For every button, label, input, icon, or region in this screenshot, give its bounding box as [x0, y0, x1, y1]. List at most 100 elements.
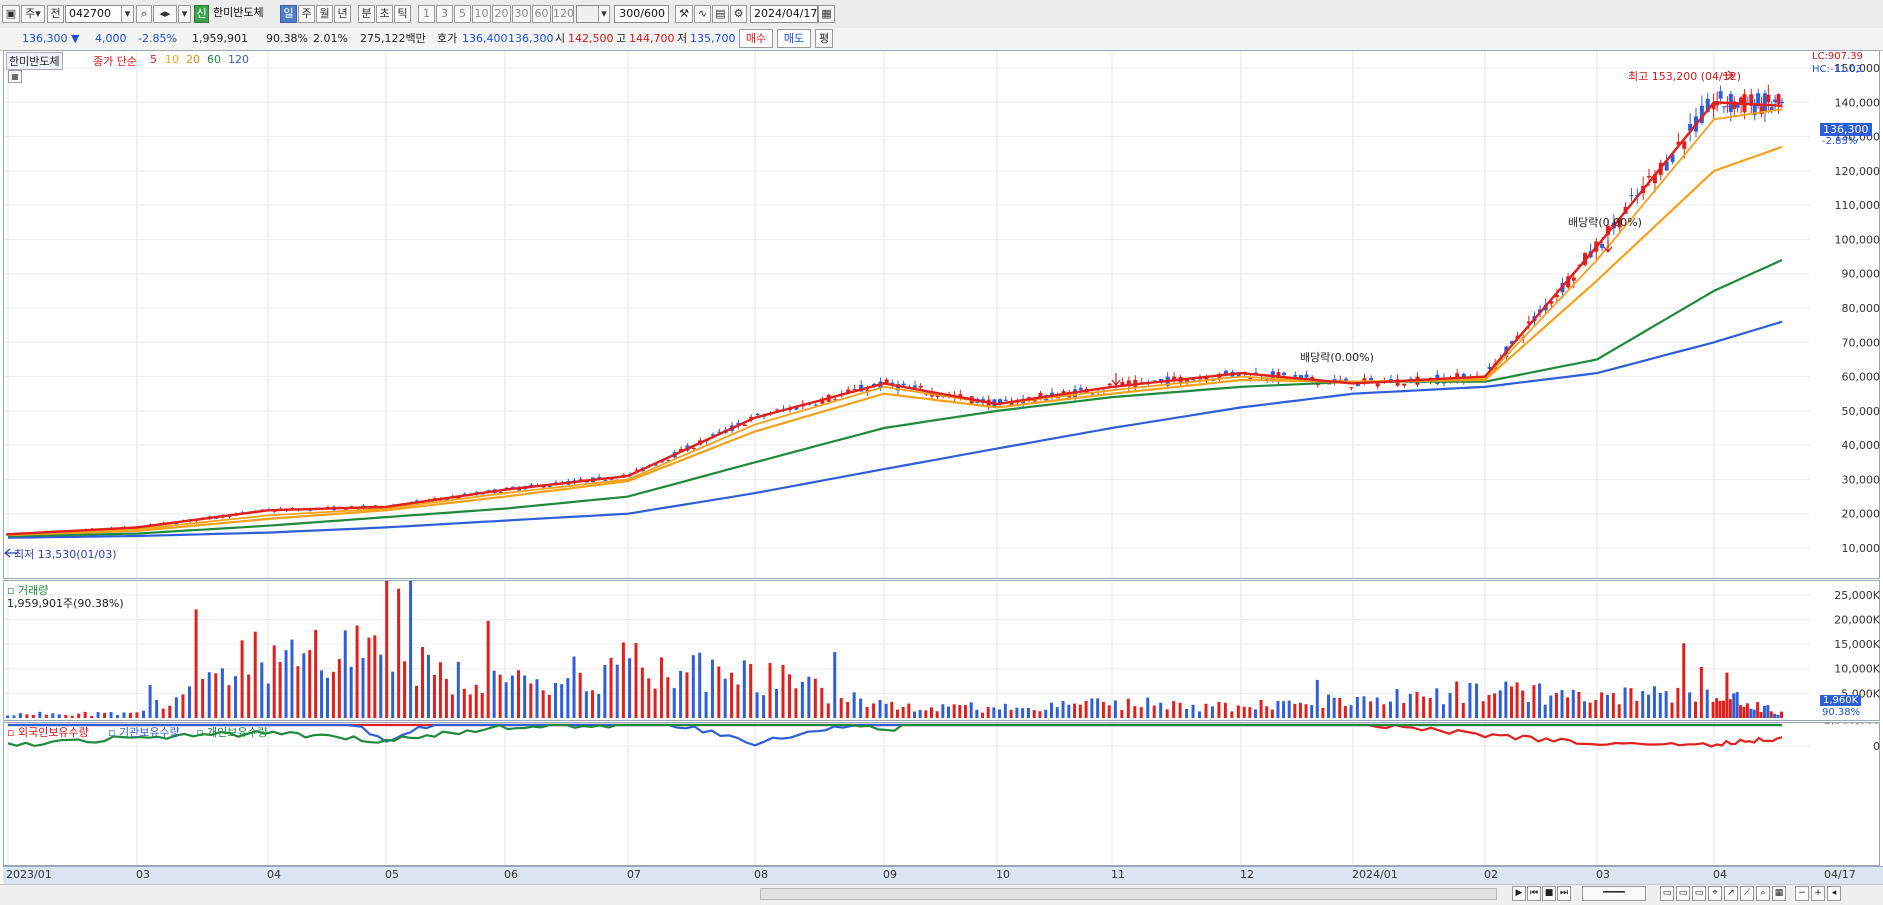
first-page-icon[interactable]: ⏮: [1527, 886, 1541, 901]
candle-body: [895, 384, 900, 391]
total-button[interactable]: 전: [47, 5, 64, 23]
scroll-right-icon[interactable]: ▶: [1512, 886, 1526, 901]
code-input[interactable]: 042700: [65, 5, 122, 23]
candle-body: [1776, 94, 1781, 104]
buy-button[interactable]: 매수: [739, 29, 773, 48]
stop-icon[interactable]: ■: [1542, 886, 1556, 901]
scroll-left-icon[interactable]: ◂: [1827, 886, 1841, 901]
horizontal-scrollbar[interactable]: [760, 888, 1497, 900]
interval-10[interactable]: 10: [472, 5, 491, 23]
panel-menu-icon[interactable]: ▦: [8, 70, 22, 83]
volume-bar: [1468, 682, 1472, 718]
chart-tool-icon[interactable]: ⚒: [675, 5, 693, 23]
high-annotation: 최고 153,200 (04/12): [1628, 70, 1742, 83]
minus-icon[interactable]: −: [1795, 886, 1809, 901]
candle-body: [1408, 378, 1413, 380]
market-select[interactable]: 주▾: [21, 5, 45, 23]
last-page-icon[interactable]: ⏭: [1557, 886, 1571, 901]
interval-1[interactable]: 1: [418, 5, 435, 23]
volume-bar: [839, 698, 843, 718]
volume-bar: [1718, 700, 1722, 718]
layout3-icon[interactable]: ▭: [1692, 886, 1706, 901]
volume-bar: [986, 706, 990, 718]
price-panel: [3, 50, 1880, 579]
period-minute[interactable]: 분: [358, 5, 375, 23]
volume-bar: [51, 713, 55, 718]
sell-button[interactable]: 매도: [777, 29, 811, 48]
volume-bar: [38, 711, 42, 718]
save-icon[interactable]: ▤: [712, 5, 729, 23]
volume-bar: [1705, 689, 1709, 718]
volume-bar: [901, 706, 905, 718]
interval-60[interactable]: 60: [532, 5, 551, 23]
line-tool-icon[interactable]: ∿: [694, 5, 711, 23]
grid-icon[interactable]: ▦: [1772, 886, 1786, 901]
candle-body: [498, 492, 503, 494]
prev-next-icon[interactable]: ◂▸: [153, 5, 177, 23]
period-tick[interactable]: 틱: [394, 5, 411, 23]
candle-body: [1652, 174, 1657, 184]
line-icon[interactable]: ⟋: [1740, 886, 1754, 901]
volume-bar: [188, 686, 192, 718]
price-tick-label: 110,000: [1835, 199, 1881, 212]
period-day[interactable]: 일: [280, 5, 297, 23]
interval-20[interactable]: 20: [492, 5, 511, 23]
volume-bar: [1749, 708, 1753, 718]
current-price: 136,300 ▼: [22, 32, 80, 45]
volume-bar: [1315, 679, 1319, 718]
crosshair-icon[interactable]: ⌖: [1708, 886, 1722, 901]
volume-bar: [302, 653, 306, 718]
volume-bar: [1526, 701, 1530, 718]
volume-bar: [1032, 710, 1036, 718]
candle-body: [1756, 93, 1761, 107]
interval-30[interactable]: 30: [512, 5, 531, 23]
count-input[interactable]: 300/600: [614, 5, 669, 23]
volume-bar: [1543, 704, 1547, 718]
magnify-icon[interactable]: ⌕: [1756, 886, 1770, 901]
interval-5[interactable]: 5: [454, 5, 471, 23]
date-input[interactable]: 2024/04/17: [750, 5, 818, 23]
code-dropdown-icon[interactable]: ▾: [121, 5, 134, 23]
calendar-icon[interactable]: ▦: [818, 5, 835, 23]
period-week[interactable]: 주: [298, 5, 315, 23]
period-second[interactable]: 초: [376, 5, 393, 23]
period-year[interactable]: 년: [334, 5, 351, 23]
volume-bar: [1670, 702, 1674, 718]
period-month[interactable]: 월: [316, 5, 333, 23]
interval-3[interactable]: 3: [436, 5, 453, 23]
candle-body: [1487, 366, 1492, 369]
layout2-icon[interactable]: ▭: [1676, 886, 1690, 901]
candle-body: [1773, 99, 1778, 102]
plus-icon[interactable]: +: [1811, 886, 1825, 901]
volume-bar: [1038, 711, 1042, 718]
price-panel-title: 한미반도체: [6, 52, 63, 70]
candle-body: [710, 434, 715, 436]
volume-bar: [1611, 693, 1615, 718]
holding-axis: 0-2,500,000-5,000,000-7,500,000: [1820, 723, 1880, 753]
interval-dropdown-icon[interactable]: ▾: [598, 5, 610, 23]
volume-bar: [1096, 698, 1100, 718]
volume-bar: [1078, 704, 1082, 718]
arrow-icon[interactable]: ↗: [1724, 886, 1738, 901]
volume-bar: [1711, 701, 1715, 718]
window-icon[interactable]: ▣: [2, 5, 20, 23]
history-dropdown-icon[interactable]: ▾: [178, 5, 191, 23]
eval-button[interactable]: 평: [815, 29, 833, 48]
volume-bar: [1073, 703, 1077, 718]
settings-icon[interactable]: ⚙: [730, 5, 747, 23]
volume-bar: [116, 715, 120, 718]
interval-120[interactable]: 120: [552, 5, 574, 23]
candle-body: [1061, 391, 1066, 394]
holding-panel: [3, 722, 1880, 866]
stock-type-badge: 신: [194, 5, 209, 23]
search-icon[interactable]: ⌕: [136, 5, 152, 23]
volume-bar: [214, 673, 218, 718]
zoom-slider[interactable]: ━━━━: [1582, 886, 1646, 901]
high-label: 고: [616, 32, 627, 45]
layout-icon[interactable]: ▭: [1660, 886, 1674, 901]
volume-bar: [1395, 689, 1399, 718]
candle-body: [1670, 154, 1675, 162]
volume-bar: [572, 656, 576, 718]
candle-body: [1682, 141, 1687, 149]
volume-bar: [768, 662, 772, 718]
